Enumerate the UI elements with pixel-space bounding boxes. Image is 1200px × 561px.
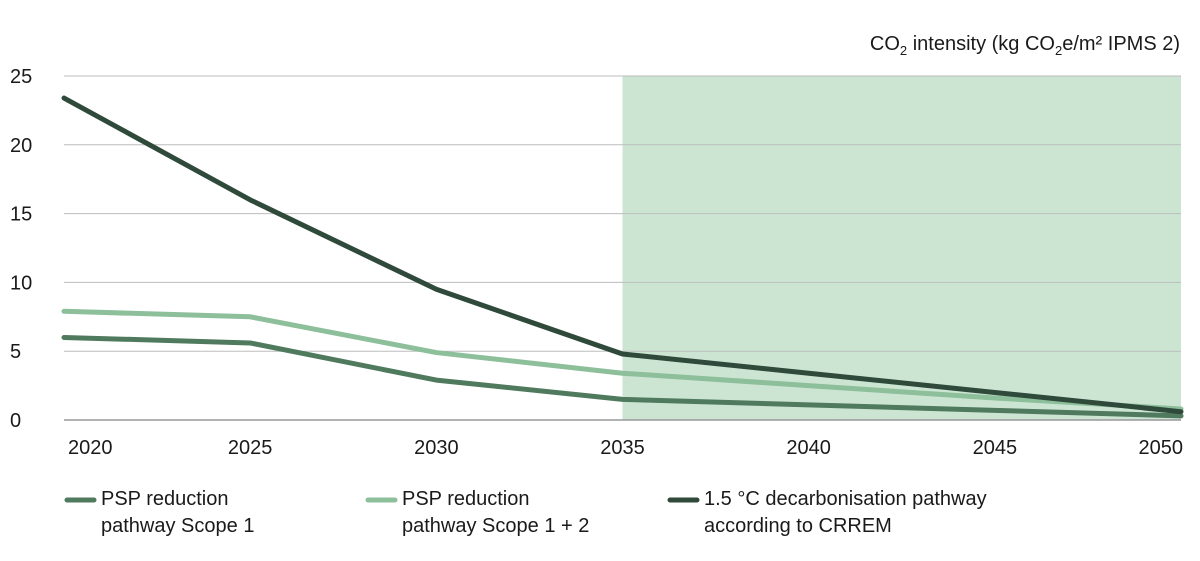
series-line-2 [61,308,1184,412]
legend-label-2: PSP reduction [402,488,530,510]
x-axis-ticks: 2020 2025 2030 2035 2040 2045 2050 [68,437,1183,459]
series-line-1 [61,334,1184,419]
y-tick-label: 10 [10,272,32,294]
legend-label-3: 1.5 °C decarbonisation pathway [704,488,987,510]
y-tick-label: 0 [10,410,21,432]
x-tick-label: 2020 [68,437,113,459]
x-tick-label: 2025 [228,437,273,459]
legend-label-2: pathway Scope 1 + 2 [402,515,589,537]
series-line-3 [61,95,1184,415]
y-tick-label: 5 [10,341,21,363]
legend: PSP reduction pathway Scope 1 PSP reductio… [64,488,987,537]
x-tick-label: 2030 [414,437,459,459]
grid-lines [64,75,1181,421]
x-tick-label: 2040 [786,437,831,459]
y-tick-label: 20 [10,135,32,157]
legend-label-1: pathway Scope 1 [101,515,254,537]
y-axis-ticks: 0 5 10 15 20 25 [10,66,32,432]
x-tick-label: 2050 [1139,437,1184,459]
y-tick-label: 25 [10,66,32,88]
y-tick-label: 15 [10,204,32,226]
shaded-region [622,76,1181,420]
legend-label-1: PSP reduction [101,488,229,510]
x-tick-label: 2045 [973,437,1018,459]
legend-label-3: according to CRREM [704,515,892,537]
x-tick-label: 2035 [600,437,645,459]
series-lines [61,95,1184,419]
y-axis-title: CO2 intensity (kg CO2e/m² IPMS 2) [870,33,1180,58]
